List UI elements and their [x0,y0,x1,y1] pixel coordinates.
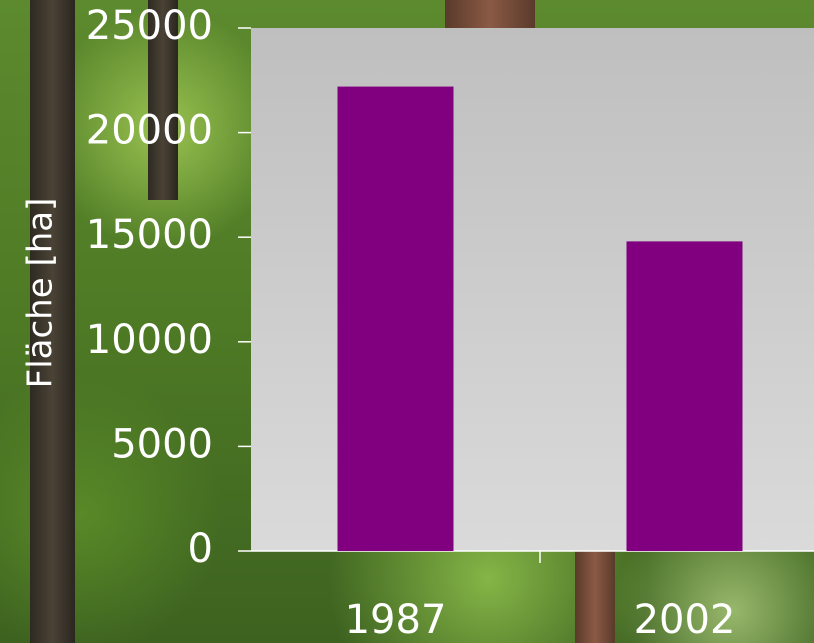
y-axis-label: Fläche [ha] [21,198,61,389]
y-tick-label: 10000 [86,317,213,363]
y-tick-label: 20000 [86,108,213,154]
x-tick-label: 1987 [345,597,447,643]
bar [337,86,454,552]
y-tick-label: 25000 [86,3,213,49]
tree-trunk [30,0,75,643]
x-tick-label: 2002 [634,597,736,643]
y-tick-label: 5000 [111,421,213,467]
tree-trunk [148,0,178,200]
y-tick-label: 15000 [86,212,213,258]
bar [626,241,743,551]
tree-trunk [575,550,615,643]
y-tick-label: 0 [188,526,213,572]
